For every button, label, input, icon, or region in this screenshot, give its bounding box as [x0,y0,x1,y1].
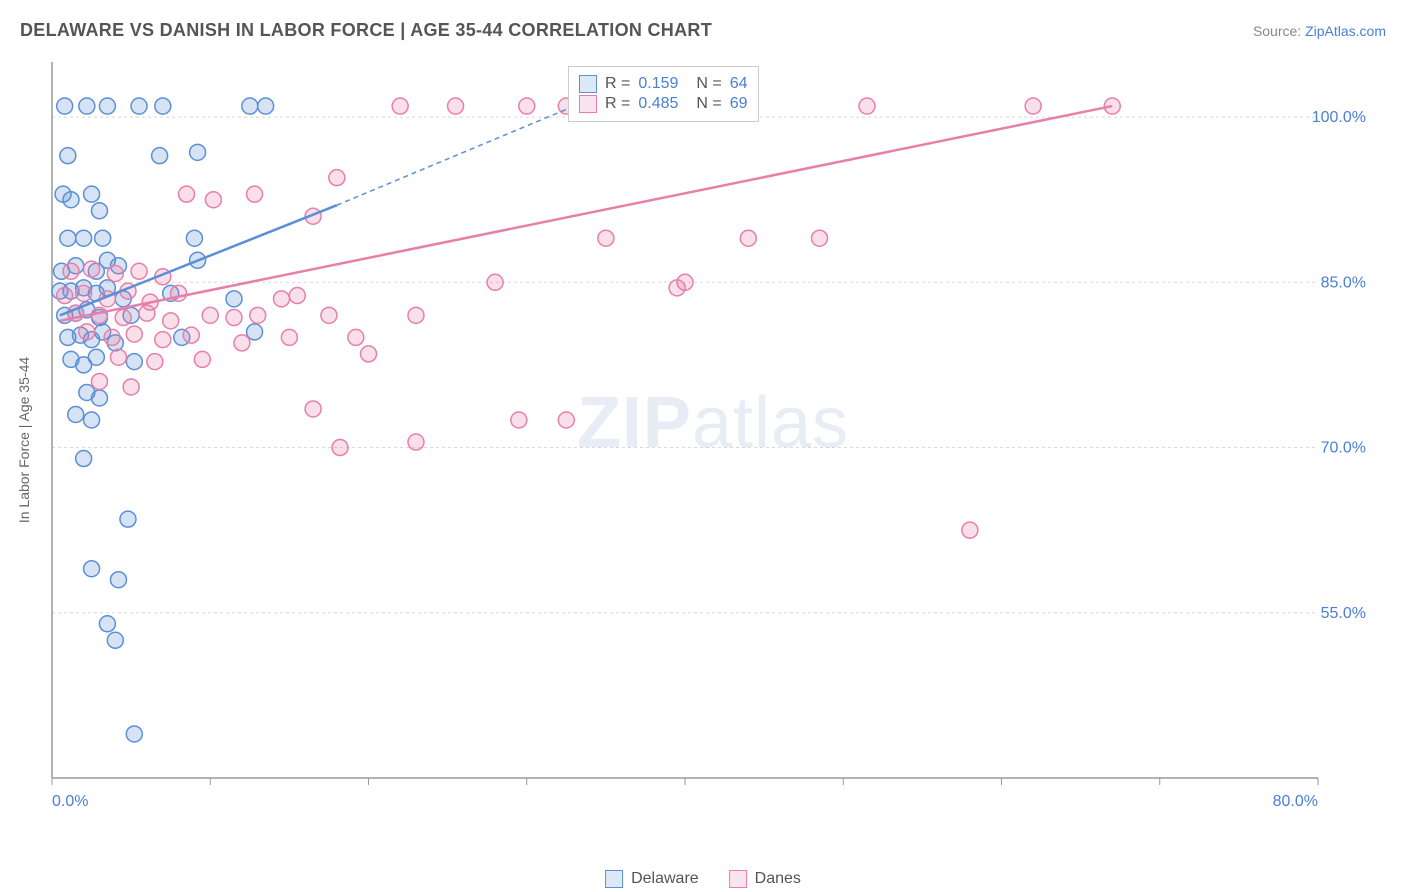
svg-text:0.0%: 0.0% [52,793,88,810]
legend-row: R = 0.485 N = 69 [579,95,748,113]
n-label: N = [696,75,721,93]
r-value: 0.159 [638,75,678,93]
legend-item[interactable]: Delaware [605,870,699,888]
svg-text:80.0%: 80.0% [1273,793,1318,810]
legend-swatch [579,95,597,113]
n-value: 69 [730,95,748,113]
svg-text:85.0%: 85.0% [1321,274,1366,291]
source-prefix: Source: [1253,23,1305,39]
n-label: N = [696,95,721,113]
svg-text:100.0%: 100.0% [1312,109,1366,126]
r-label: R = [605,75,630,93]
legend-item[interactable]: Danes [729,870,801,888]
legend-swatch [729,870,747,888]
chart-title: DELAWARE VS DANISH IN LABOR FORCE | AGE … [20,20,712,41]
legend-swatch [605,870,623,888]
source-label: Source: ZipAtlas.com [1253,23,1386,39]
r-label: R = [605,95,630,113]
legend-swatch [579,75,597,93]
source-link[interactable]: ZipAtlas.com [1305,23,1386,39]
svg-text:70.0%: 70.0% [1321,440,1366,457]
y-axis-label: In Labor Force | Age 35-44 [16,357,32,523]
chart-area: 55.0%70.0%85.0%100.0%0.0%80.0% ZIPatlas … [48,58,1378,818]
legend-label: Delaware [631,870,699,888]
stats-legend: R = 0.159 N = 64 R = 0.485 N = 69 [568,66,759,122]
legend-label: Danes [755,870,801,888]
legend-row: R = 0.159 N = 64 [579,75,748,93]
header: DELAWARE VS DANISH IN LABOR FORCE | AGE … [20,20,1386,41]
r-value: 0.485 [638,95,678,113]
scatter-chart: 55.0% 70.0% 85.0% 100.0% 0.0% 80.0% [48,58,1378,818]
series-legend: Delaware Danes [605,870,801,888]
svg-text:55.0%: 55.0% [1321,605,1366,622]
n-value: 64 [730,75,748,93]
